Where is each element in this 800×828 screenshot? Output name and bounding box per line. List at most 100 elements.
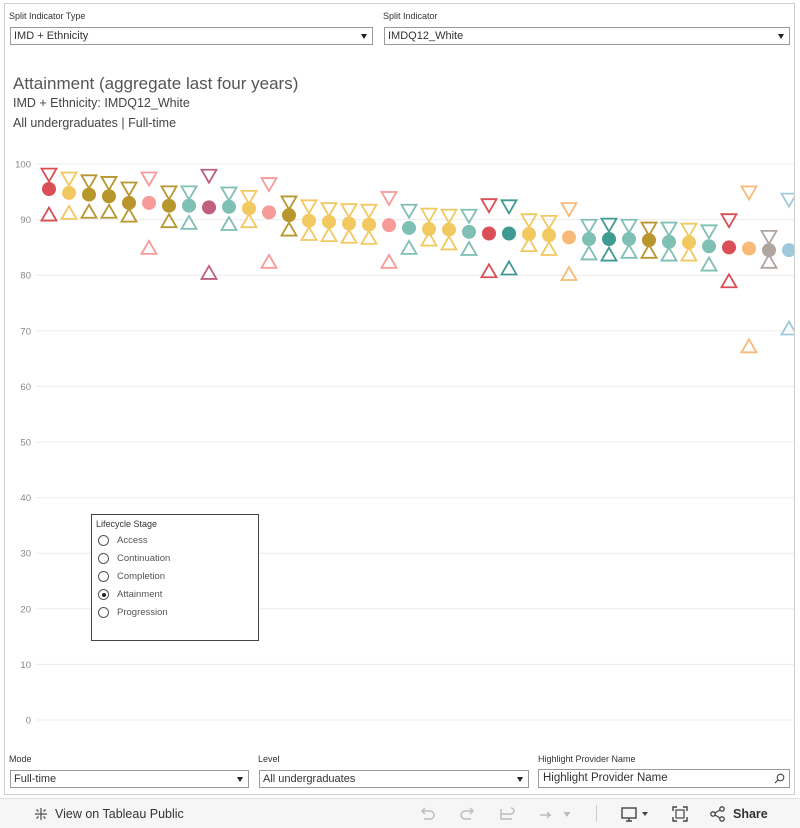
upper-bound-marker[interactable] [339,203,359,220]
lower-bound-marker[interactable] [759,252,779,269]
lower-bound-marker[interactable] [79,202,99,219]
provider-search-input[interactable]: Highlight Provider Name [538,769,790,788]
upper-bound-marker[interactable] [179,185,199,202]
fullscreen-icon[interactable] [671,805,689,822]
radio-icon[interactable] [98,607,109,618]
value-point[interactable] [562,230,576,245]
lower-bound-marker[interactable] [279,220,299,237]
upper-bound-marker[interactable] [499,199,519,216]
value-point[interactable] [282,208,296,223]
provider-mark[interactable] [159,185,179,229]
value-point[interactable] [442,222,456,237]
value-point[interactable] [62,185,76,200]
value-point[interactable] [82,187,96,202]
upper-bound-marker[interactable] [759,229,779,246]
lower-bound-marker[interactable] [239,212,259,229]
redo-button[interactable] [458,799,476,828]
value-point[interactable] [242,201,256,216]
share-button[interactable]: Share [709,799,768,828]
lower-bound-marker[interactable] [319,226,339,243]
lower-bound-marker[interactable] [179,214,199,230]
lower-bound-marker[interactable] [599,245,619,262]
upper-bound-marker[interactable] [719,213,739,230]
provider-mark[interactable] [579,218,599,261]
provider-mark[interactable] [239,189,259,229]
value-point[interactable] [362,217,376,232]
value-point[interactable] [702,239,716,254]
undo-button[interactable] [419,799,437,828]
provider-mark[interactable] [199,168,219,280]
upper-bound-marker[interactable] [559,202,579,218]
provider-mark[interactable] [119,181,139,223]
upper-bound-marker[interactable] [379,191,399,207]
lower-bound-marker[interactable] [199,264,219,280]
lower-bound-marker[interactable] [639,242,659,259]
provider-mark[interactable] [499,199,519,276]
upper-bound-marker[interactable] [579,218,599,235]
provider-mark[interactable] [739,185,759,354]
undo-icon[interactable] [419,806,437,822]
provider-mark[interactable] [619,218,639,259]
lower-bound-marker[interactable] [439,234,459,251]
provider-mark[interactable] [419,207,439,247]
lower-bound-marker[interactable] [419,230,439,247]
value-point[interactable] [422,222,436,237]
lower-bound-marker[interactable] [219,215,239,231]
upper-bound-marker[interactable] [739,185,759,202]
provider-mark[interactable] [359,203,379,245]
split-type-dropdown[interactable]: IMD + Ethnicity [10,27,373,45]
upper-bound-marker[interactable] [779,192,797,209]
value-point[interactable] [142,195,156,210]
upper-bound-marker[interactable] [599,217,619,234]
provider-mark[interactable] [79,174,99,219]
upper-bound-marker[interactable] [639,221,659,238]
upper-bound-marker[interactable] [439,208,459,225]
lower-bound-marker[interactable] [119,206,139,223]
value-point[interactable] [462,224,476,239]
lower-bound-marker[interactable] [499,259,519,276]
value-point[interactable] [202,200,216,215]
upper-bound-marker[interactable] [519,213,539,230]
lower-bound-marker[interactable] [159,212,179,229]
value-point[interactable] [342,216,356,231]
upper-bound-marker[interactable] [539,214,559,231]
provider-mark[interactable] [559,202,579,281]
lower-bound-marker[interactable] [379,252,399,269]
provider-mark[interactable] [439,208,459,251]
upper-bound-marker[interactable] [359,203,379,220]
value-point[interactable] [662,234,676,249]
upper-bound-marker[interactable] [619,218,639,235]
upper-bound-marker[interactable] [279,195,299,212]
provider-mark[interactable] [279,195,299,237]
redo-icon[interactable] [458,806,476,822]
value-point[interactable] [622,232,636,247]
provider-mark[interactable] [599,217,619,262]
upper-bound-marker[interactable] [319,202,339,218]
radio-selected-icon[interactable] [98,589,109,600]
lower-bound-marker[interactable] [299,225,319,241]
radio-icon[interactable] [98,571,109,582]
provider-mark[interactable] [139,171,159,255]
upper-bound-marker[interactable] [459,208,479,225]
value-point[interactable] [522,227,536,242]
value-point[interactable] [122,195,136,210]
provider-mark[interactable] [259,177,279,269]
provider-mark[interactable] [459,208,479,256]
provider-mark[interactable] [679,222,699,262]
value-point[interactable] [482,226,496,241]
revert-button[interactable] [498,799,516,828]
value-point[interactable] [782,243,796,258]
upper-bound-marker[interactable] [399,203,419,220]
provider-mark[interactable] [339,203,359,244]
lower-bound-marker[interactable] [339,227,359,244]
value-point[interactable] [722,240,736,255]
lower-bound-marker[interactable] [399,239,419,255]
upper-bound-marker[interactable] [479,198,499,215]
provider-mark[interactable] [639,221,659,259]
search-icon[interactable] [774,773,785,784]
upper-bound-marker[interactable] [419,207,439,224]
share-icon[interactable] [709,805,727,822]
provider-mark[interactable] [659,221,679,262]
lower-bound-marker[interactable] [559,265,579,281]
value-point[interactable] [322,214,336,229]
